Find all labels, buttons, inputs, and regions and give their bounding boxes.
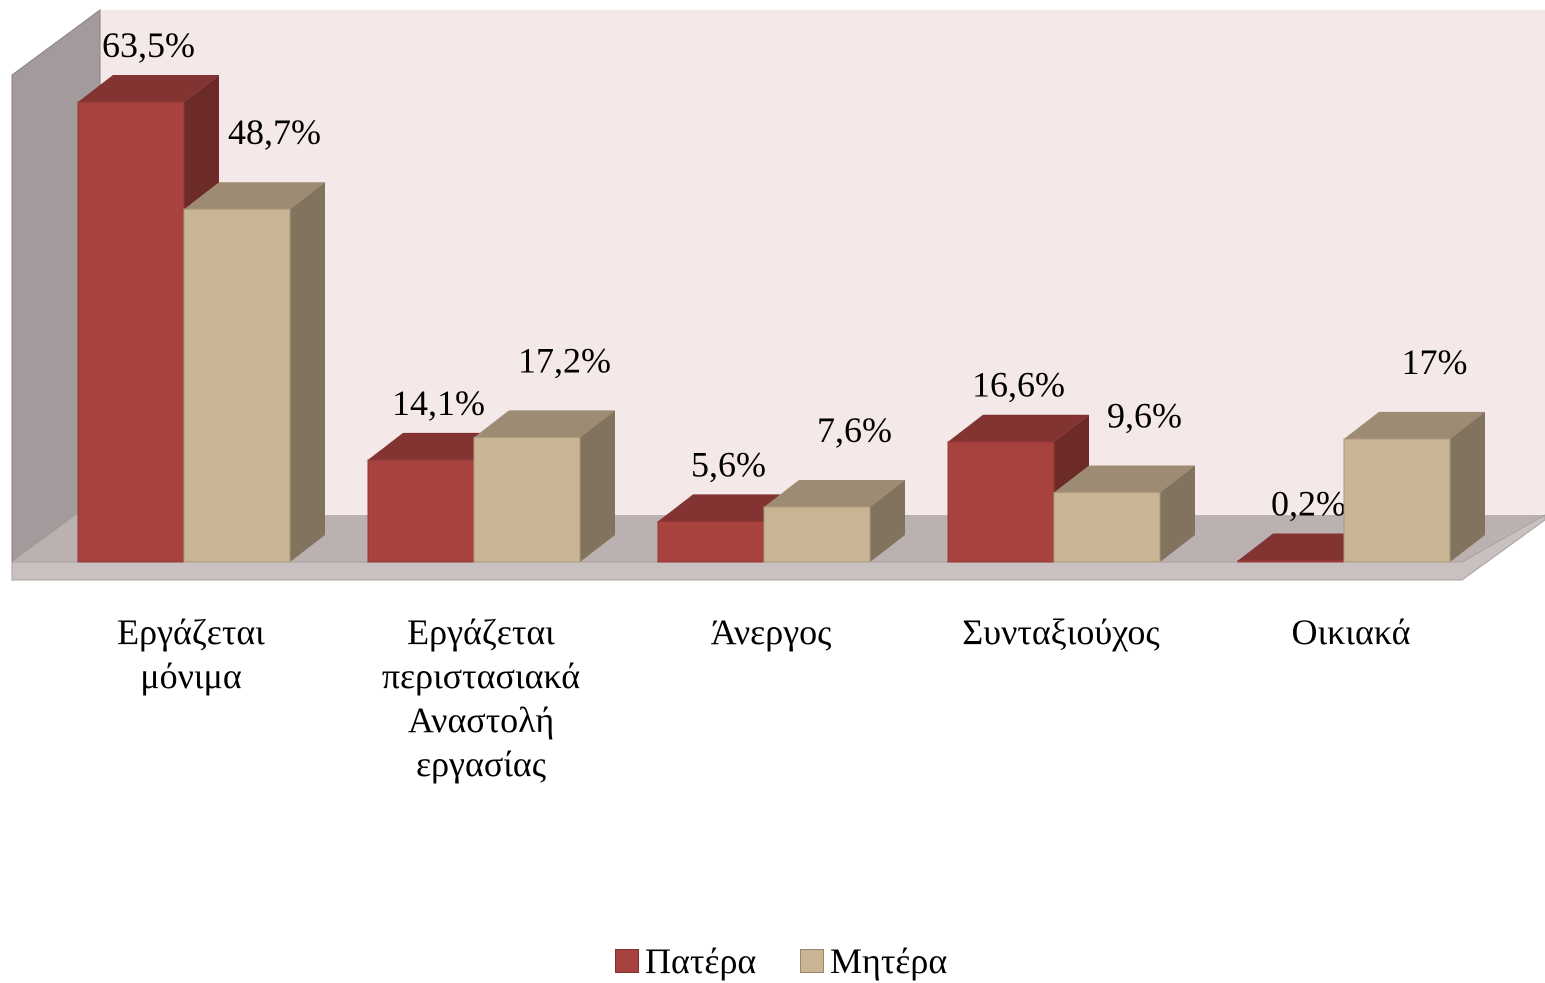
x-tick-label: Εργάζεται περιστασιακά Αναστολή εργασίας (381, 612, 581, 784)
bar (1343, 438, 1451, 563)
value-label: 9,6% (1107, 395, 1182, 435)
value-label: 48,7% (228, 112, 321, 152)
floor-edge (11, 514, 1545, 581)
value-label: 17% (1402, 342, 1468, 382)
bar-side (290, 182, 325, 563)
bar-top (1344, 411, 1485, 439)
x-tick-label: Οικιακά (1291, 612, 1411, 652)
bar (763, 506, 871, 563)
value-label: 17,2% (518, 340, 611, 380)
bar (183, 208, 291, 563)
bar (657, 520, 765, 563)
bar-side (580, 410, 615, 562)
bar-side (1450, 411, 1485, 562)
legend-swatch (800, 949, 824, 973)
value-label: 14,1% (392, 383, 485, 423)
value-label: 5,6% (691, 444, 766, 484)
value-label: 16,6% (972, 365, 1065, 405)
bar (367, 459, 475, 563)
legend-label: Πατέρα (645, 941, 757, 981)
bar (473, 436, 581, 563)
bar-top (474, 410, 615, 438)
value-label: 63,5% (102, 25, 195, 65)
bar-top (184, 182, 325, 210)
bar-top (948, 414, 1089, 442)
value-label: 0,2% (1271, 484, 1346, 524)
bar (77, 101, 185, 563)
x-tick-label: Συνταξιούχος (962, 612, 1160, 652)
bar-top (78, 75, 219, 102)
x-tick-label: Άνεργος (710, 612, 832, 652)
legend-label: Μητέρα (830, 941, 948, 981)
bar (1237, 560, 1345, 563)
bar (947, 441, 1055, 563)
bar-side (870, 479, 905, 562)
legend-item: Πατέρα (615, 940, 756, 982)
bar (1053, 491, 1161, 563)
x-tick-label: Εργάζεται μόνιμα (117, 612, 265, 696)
legend-item: Μητέρα (800, 940, 947, 982)
value-label: 7,6% (817, 410, 892, 450)
back-wall (100, 10, 1545, 515)
bar-top (1054, 465, 1195, 493)
legend-swatch (615, 949, 639, 973)
bar-top (764, 479, 905, 507)
bar-side (1160, 465, 1195, 562)
